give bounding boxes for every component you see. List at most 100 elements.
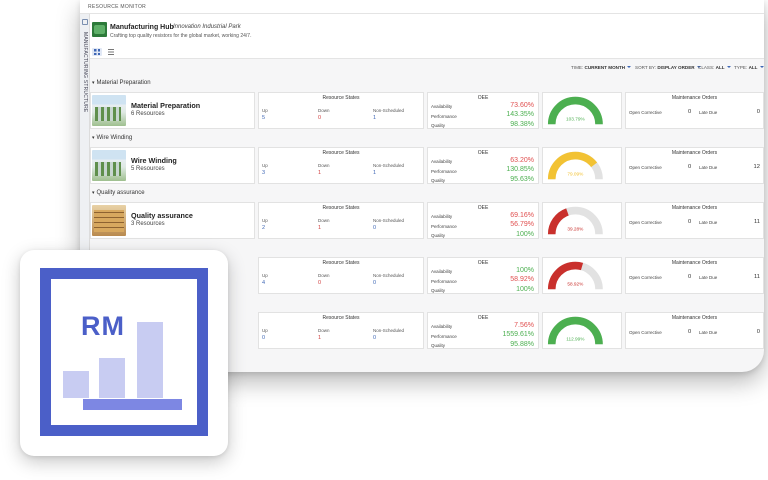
area-name: Quality assurance bbox=[131, 211, 193, 220]
maintenance-card[interactable]: Maintenance Orders Open Corrective 0 Lat… bbox=[625, 202, 764, 239]
performance-value: 143.35% bbox=[506, 111, 534, 118]
quality-label: Quality bbox=[431, 178, 446, 183]
quality-label: Quality bbox=[431, 123, 446, 128]
area-name: Material Preparation bbox=[131, 101, 201, 110]
app-window: RESOURCE MONITOR MANUFACTURING STRUCTURE… bbox=[80, 0, 764, 372]
open-corrective-count[interactable]: 0 bbox=[688, 109, 692, 115]
maintenance-title: Maintenance Orders bbox=[671, 205, 718, 211]
maintenance-card[interactable]: Maintenance Orders Open Corrective 0 Lat… bbox=[625, 147, 764, 184]
sort-filter[interactable]: SORT BY: DISPLAY ORDER bbox=[635, 65, 701, 70]
down-count[interactable]: 1 bbox=[318, 170, 322, 176]
collapse-arrow-icon: ▾ bbox=[92, 80, 95, 86]
resource-states-card[interactable]: Resource States Up Down Non-Scheduled 5 … bbox=[258, 92, 424, 129]
section-title: Quality assurance bbox=[96, 190, 145, 196]
quality-label: Quality bbox=[431, 288, 446, 293]
class-filter[interactable]: CLASS: ALL bbox=[698, 65, 731, 70]
performance-value: 56.79% bbox=[510, 221, 534, 228]
down-label: Down bbox=[318, 328, 330, 333]
late-due-label: Late Due bbox=[699, 110, 718, 115]
sort-filter-value: DISPLAY ORDER bbox=[657, 65, 695, 70]
oee-title: OEE bbox=[477, 95, 489, 101]
area-card[interactable]: Quality assurance 3 Resources bbox=[90, 202, 255, 239]
performance-label: Performance bbox=[431, 224, 457, 229]
area-card[interactable]: Material Preparation 6 Resources bbox=[90, 92, 255, 129]
performance-label: Performance bbox=[431, 334, 457, 339]
chevron-down-icon bbox=[696, 66, 701, 68]
open-corrective-label: Open Corrective bbox=[629, 110, 662, 115]
up-count[interactable]: 4 bbox=[262, 280, 266, 286]
section-header[interactable]: ▾ Material Preparation bbox=[92, 80, 151, 86]
open-corrective-count[interactable]: 0 bbox=[688, 219, 692, 225]
up-label: Up bbox=[262, 108, 268, 113]
chevron-down-icon bbox=[759, 66, 764, 68]
performance-value: 130.85% bbox=[506, 166, 534, 173]
oee-card[interactable]: OEE Availability Performance Quality 69.… bbox=[427, 202, 539, 239]
down-count[interactable]: 1 bbox=[318, 335, 322, 341]
area-resource-count: 5 Resources bbox=[131, 166, 165, 172]
section-header[interactable]: ▾ Quality assurance bbox=[92, 190, 145, 196]
gauge-fill bbox=[547, 96, 603, 125]
non-scheduled-count[interactable]: 0 bbox=[373, 335, 377, 341]
down-count[interactable]: 0 bbox=[318, 280, 322, 286]
oee-title: OEE bbox=[477, 260, 489, 266]
gauge-fill bbox=[547, 261, 603, 290]
grid-view-icon[interactable] bbox=[92, 48, 102, 56]
oee-gauge-card[interactable]: 79.09% bbox=[542, 147, 622, 184]
oee-card[interactable]: OEE Availability Performance Quality 73.… bbox=[427, 92, 539, 129]
non-scheduled-label: Non-Scheduled bbox=[373, 218, 405, 223]
time-filter-label: TIME: bbox=[571, 65, 584, 70]
oee-gauge-card[interactable]: 39.28% bbox=[542, 202, 622, 239]
maintenance-card[interactable]: Maintenance Orders Open Corrective 0 Lat… bbox=[625, 312, 764, 349]
type-filter[interactable]: TYPE: ALL bbox=[734, 65, 764, 70]
area-resource-count: 6 Resources bbox=[131, 111, 165, 117]
open-corrective-count[interactable]: 0 bbox=[688, 274, 692, 280]
availability-value: 100% bbox=[516, 267, 534, 274]
area-image bbox=[92, 150, 126, 181]
non-scheduled-count[interactable]: 1 bbox=[373, 170, 377, 176]
late-due-count[interactable]: 0 bbox=[756, 329, 760, 335]
late-due-count[interactable]: 11 bbox=[753, 219, 760, 225]
late-due-count[interactable]: 12 bbox=[753, 164, 760, 170]
oee-title: OEE bbox=[477, 315, 489, 321]
oee-card[interactable]: OEE Availability Performance Quality 63.… bbox=[427, 147, 539, 184]
gauge-fill bbox=[547, 316, 603, 345]
late-due-count[interactable]: 11 bbox=[753, 274, 760, 280]
type-filter-value: ALL bbox=[748, 65, 758, 70]
resource-states-card[interactable]: Resource States Up Down Non-Scheduled 3 … bbox=[258, 147, 424, 184]
late-due-label: Late Due bbox=[699, 165, 718, 170]
time-filter[interactable]: TIME: CURRENT MONTH bbox=[571, 65, 632, 70]
non-scheduled-count[interactable]: 0 bbox=[373, 225, 377, 231]
open-corrective-count[interactable]: 0 bbox=[688, 329, 692, 335]
open-corrective-count[interactable]: 0 bbox=[688, 164, 692, 170]
late-due-count[interactable]: 0 bbox=[756, 109, 760, 115]
oee-gauge-card[interactable]: 103.79% bbox=[542, 92, 622, 129]
up-label: Up bbox=[262, 328, 268, 333]
down-count[interactable]: 0 bbox=[318, 115, 322, 121]
section-header[interactable]: ▾ Wire Winding bbox=[92, 135, 132, 141]
down-count[interactable]: 1 bbox=[318, 225, 322, 231]
oee-card[interactable]: OEE Availability Performance Quality 7.5… bbox=[427, 312, 539, 349]
oee-gauge: 79.09% bbox=[547, 151, 603, 180]
non-scheduled-label: Non-Scheduled bbox=[373, 328, 405, 333]
resource-states-card[interactable]: Resource States Up Down Non-Scheduled 4 … bbox=[258, 257, 424, 294]
oee-gauge-card[interactable]: 112.99% bbox=[542, 312, 622, 349]
resource-states-title: Resource States bbox=[322, 260, 360, 266]
oee-gauge-card[interactable]: 58.92% bbox=[542, 257, 622, 294]
maintenance-card[interactable]: Maintenance Orders Open Corrective 0 Lat… bbox=[625, 257, 764, 294]
list-view-icon[interactable] bbox=[106, 48, 116, 56]
resource-states-title: Resource States bbox=[322, 315, 360, 321]
resource-states-card[interactable]: Resource States Up Down Non-Scheduled 0 … bbox=[258, 312, 424, 349]
up-label: Up bbox=[262, 273, 268, 278]
up-count[interactable]: 5 bbox=[262, 115, 266, 121]
resource-states-card[interactable]: Resource States Up Down Non-Scheduled 2 … bbox=[258, 202, 424, 239]
up-count[interactable]: 3 bbox=[262, 170, 266, 176]
area-card[interactable]: Wire Winding 5 Resources bbox=[90, 147, 255, 184]
oee-card[interactable]: OEE Availability Performance Quality 100… bbox=[427, 257, 539, 294]
non-scheduled-count[interactable]: 0 bbox=[373, 280, 377, 286]
logo-bar-2 bbox=[99, 358, 125, 398]
up-count[interactable]: 2 bbox=[262, 225, 266, 231]
up-count[interactable]: 0 bbox=[262, 335, 266, 341]
structure-side-tab[interactable]: MANUFACTURING STRUCTURE bbox=[80, 14, 90, 372]
non-scheduled-count[interactable]: 1 bbox=[373, 115, 377, 121]
maintenance-card[interactable]: Maintenance Orders Open Corrective 0 Lat… bbox=[625, 92, 764, 129]
